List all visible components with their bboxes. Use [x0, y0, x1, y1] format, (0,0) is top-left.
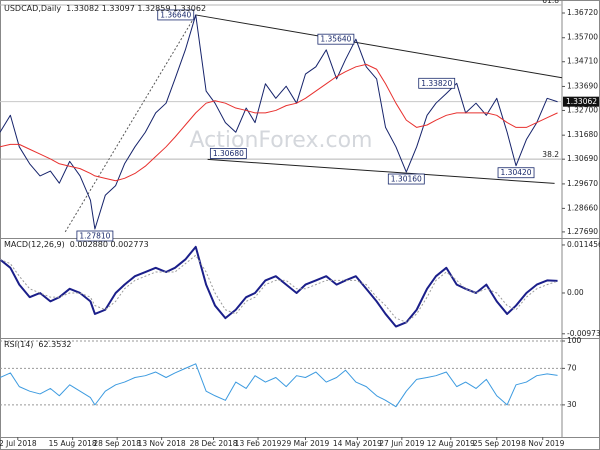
y-tick-label: 70 — [567, 363, 577, 372]
y-tick-label: 1.27690 — [567, 227, 598, 236]
annotation-box — [317, 33, 355, 45]
level-label: 61.8 — [542, 0, 559, 5]
annotation-label: 1.33820 — [421, 79, 452, 88]
y-tick-label: 1.35700 — [567, 33, 598, 42]
y-tick-label: 0.011456 — [567, 240, 600, 249]
series-line — [0, 245, 558, 328]
annotation-box — [418, 77, 456, 89]
y-tick-label: 0.00 — [567, 288, 584, 297]
y-tick-label: 1.30690 — [567, 154, 598, 163]
panel-values: 62.3532 — [38, 340, 71, 349]
x-tick-label: 13 Nov 2018 — [138, 439, 186, 448]
x-tick-label: 28 Sep 2018 — [93, 439, 141, 448]
annotation-box — [209, 148, 247, 159]
y-tick-label: 1.36720 — [567, 8, 598, 17]
y-tick-label: 30 — [567, 400, 577, 409]
y-tick-label: 100 — [567, 336, 582, 345]
x-tick-label: 27 Jun 2019 — [379, 439, 424, 448]
panel-header: RSI(14) 62.3532 — [4, 340, 72, 349]
annotation-box — [387, 173, 425, 185]
panel-header: MACD(12,26,9) 0.002880 0.002773 — [4, 240, 149, 249]
trendline — [195, 14, 563, 79]
x-tick-label: 8 Nov 2019 — [521, 439, 564, 448]
annotation-label: 1.30160 — [391, 175, 422, 184]
annotation-label: 1.36640 — [160, 10, 191, 19]
panel-header: USDCAD,Daily 1.33082 1.33097 1.32859 1.33… — [4, 4, 206, 13]
x-tick-label: 2 Jul 2018 — [0, 439, 37, 448]
x-tick-label: 29 Mar 2019 — [282, 439, 330, 448]
panel-title: RSI(14) — [4, 340, 33, 349]
y-tick-label: 1.29670 — [567, 179, 598, 188]
trendline — [207, 158, 555, 184]
annotation-label: 1.30420 — [501, 168, 532, 177]
x-tick-label: 25 Sep 2019 — [473, 439, 521, 448]
series-line — [0, 363, 558, 408]
x-tick-label: 15 Aug 2018 — [49, 439, 97, 448]
last-price-label: 1.33062 — [566, 97, 597, 106]
x-tick-label: 13 Feb 2019 — [235, 439, 282, 448]
annotation-label: 1.30680 — [213, 149, 244, 158]
y-tick-label: 1.33690 — [567, 81, 598, 90]
panel-values: 1.33082 1.33097 1.32859 1.33062 — [66, 4, 206, 13]
annotation-label: 1.35640 — [320, 35, 351, 44]
panel-values: 0.002880 0.002773 — [70, 240, 149, 249]
y-tick-label: 1.28660 — [567, 203, 598, 212]
series-line — [0, 254, 558, 323]
series-line — [0, 63, 558, 182]
y-tick-label: 1.31680 — [567, 130, 598, 139]
panel-title: USDCAD,Daily — [4, 4, 61, 13]
series-line — [0, 14, 558, 230]
annotation-box — [497, 167, 535, 179]
last-price-box — [563, 96, 599, 107]
y-tick-label: -0.009735 — [567, 329, 600, 338]
y-tick-label: 1.32700 — [567, 105, 598, 114]
x-tick-label: 14 May 2019 — [333, 439, 382, 448]
y-tick-label: 1.34710 — [567, 57, 598, 66]
panel-title: MACD(12,26,9) — [4, 240, 65, 249]
x-tick-label: 12 Aug 2019 — [427, 439, 475, 448]
annotation-label: 1.27810 — [79, 232, 110, 241]
level-label: 38.2 — [542, 150, 559, 159]
annotation-box — [157, 9, 195, 21]
x-tick-label: 28 Dec 2018 — [190, 439, 238, 448]
annotation-box — [76, 230, 114, 242]
